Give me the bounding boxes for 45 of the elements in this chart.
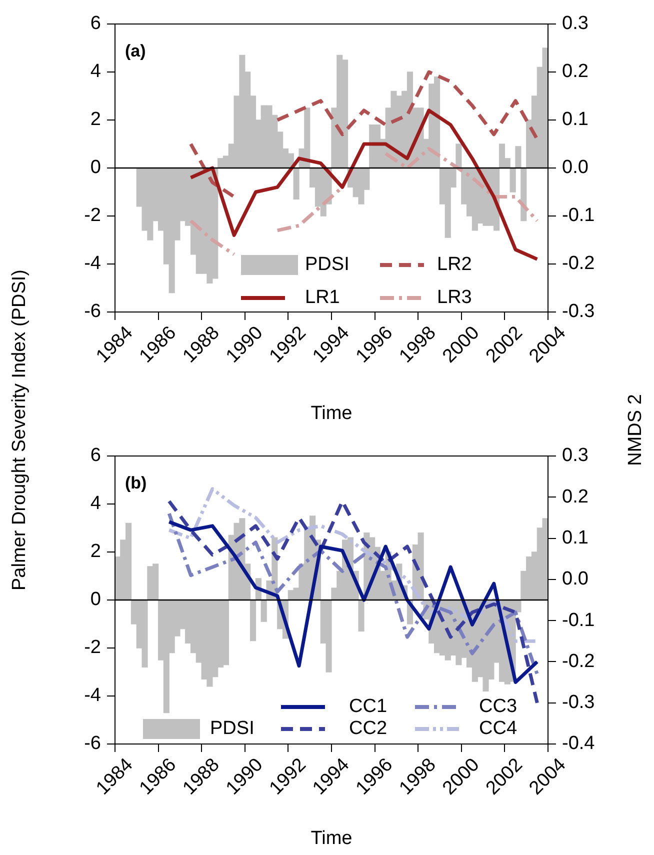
y2-tick-label: 0.2 (562, 61, 588, 82)
y-tick-label: -4 (84, 253, 102, 274)
y2-tick-label: -0.2 (562, 253, 595, 274)
y-tick-label: 6 (90, 13, 101, 34)
y2-tick-label: 0.3 (562, 13, 588, 34)
y-axis-title: Palmer Drought Severity Index (PDSI) (9, 269, 31, 591)
legend-label: PDSI (210, 718, 254, 740)
y-tick-label: -6 (84, 301, 101, 322)
y-tick-label: -2 (84, 205, 101, 226)
bar (456, 144, 462, 168)
y-tick-label: 0 (90, 589, 101, 610)
y-tick-label: 4 (90, 493, 102, 514)
legend-label: CC4 (479, 718, 518, 740)
y-tick-label: 2 (90, 109, 101, 130)
text: (a) (125, 42, 146, 61)
legend-label: LR2 (437, 254, 472, 276)
legend-label: LR1 (305, 287, 340, 308)
y-tick-label: -2 (84, 637, 101, 658)
y-tick-label: 6 (90, 445, 101, 466)
y2-tick-label: -0.1 (562, 610, 595, 631)
y2-tick-label: 0.1 (562, 528, 588, 549)
y2-tick-label: 0.3 (562, 445, 588, 466)
legend-label: PDSI (305, 254, 350, 276)
y-tick-label: -4 (84, 685, 102, 706)
legend-label: CC2 (349, 718, 388, 740)
legend-label: CC1 (349, 696, 388, 718)
y2-tick-label: 0.2 (562, 486, 588, 508)
y-tick-label: -6 (84, 733, 101, 754)
x-axis-title: Time (310, 828, 352, 849)
y2-tick-label: -0.3 (562, 692, 595, 714)
y2-axis-title: NMDS 2 (625, 394, 647, 466)
y2-tick-label: -0.3 (562, 301, 595, 322)
y-tick-label: 4 (90, 61, 102, 82)
y2-tick-label: -0.4 (562, 733, 596, 754)
y2-tick-label: 0.0 (562, 157, 588, 178)
y2-tick-label: 0.1 (562, 109, 588, 130)
y-tick-label: 0 (90, 157, 101, 178)
text: (b) (125, 474, 147, 493)
legend-label: LR3 (437, 287, 472, 308)
x-axis-title: Time (310, 402, 352, 424)
y2-tick-label: -0.2 (562, 650, 595, 672)
y-tick-label: 2 (90, 541, 101, 562)
y2-tick-label: -0.1 (562, 205, 595, 226)
legend-label: CC3 (479, 696, 518, 718)
y2-tick-label: 0.0 (562, 568, 588, 590)
